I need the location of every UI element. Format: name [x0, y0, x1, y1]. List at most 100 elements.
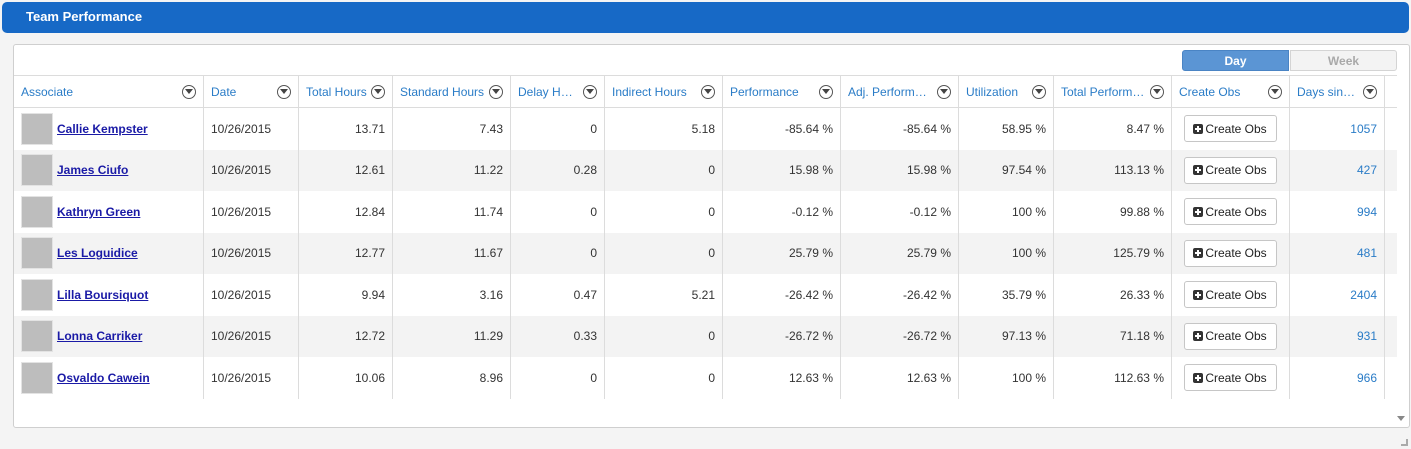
plus-icon — [1193, 123, 1204, 134]
standard-hours-cell: 8.96 — [393, 357, 511, 399]
utilization-cell: 97.54 % — [959, 149, 1054, 191]
column-header-adj-performance[interactable]: Adj. Performan… — [841, 76, 959, 107]
plus-icon — [1193, 289, 1204, 300]
column-header-label: Days sinc… — [1297, 84, 1359, 99]
associate-name-link[interactable]: Kathryn Green — [57, 204, 141, 219]
utilization-cell: 35.79 % — [959, 274, 1054, 316]
total-performance-cell: 112.63 % — [1054, 357, 1172, 399]
indirect-hours-cell: 0 — [605, 149, 723, 191]
adj-performance-cell: -26.42 % — [841, 274, 959, 316]
create-obs-button[interactable]: Create Obs — [1184, 281, 1277, 309]
associate-name-link[interactable]: James Ciufo — [57, 163, 129, 178]
create-obs-button[interactable]: Create Obs — [1184, 156, 1277, 184]
team-performance-panel: Day Week Associate Date Total Hours Standar… — [13, 44, 1410, 428]
total-performance-cell: 71.18 % — [1054, 315, 1172, 357]
indirect-hours-cell: 5.18 — [605, 108, 723, 150]
filter-icon[interactable] — [1268, 84, 1282, 99]
column-header-label: Total Hours — [306, 84, 367, 99]
create-obs-button[interactable]: Create Obs — [1184, 239, 1277, 267]
filter-icon[interactable] — [1150, 84, 1164, 99]
day-toggle-button[interactable]: Day — [1182, 50, 1289, 71]
create-obs-label: Create Obs — [1205, 329, 1267, 344]
column-header-indirect-hours[interactable]: Indirect Hours — [605, 76, 723, 107]
column-header-utilization[interactable]: Utilization — [959, 76, 1054, 107]
column-header-total-hours[interactable]: Total Hours — [299, 76, 393, 107]
associate-name-link[interactable]: Lonna Carriker — [57, 329, 143, 344]
table-row: Osvaldo Cawein 10/26/2015 10.06 8.96 0 0 12.63… — [14, 357, 1397, 399]
utilization-cell: 100 % — [959, 191, 1054, 233]
date-cell: 10/26/2015 — [204, 191, 299, 233]
associate-cell: Callie Kempster — [14, 108, 204, 150]
create-obs-button[interactable]: Create Obs — [1184, 364, 1277, 392]
associate-name-link[interactable]: Callie Kempster — [57, 121, 148, 136]
delay-hours-cell: 0 — [511, 232, 605, 274]
filter-icon[interactable] — [1363, 84, 1377, 99]
days-since-cell[interactable]: 931 — [1290, 315, 1385, 357]
adj-performance-cell: 12.63 % — [841, 357, 959, 399]
table-row: Callie Kempster 10/26/2015 13.71 7.43 0 5.18-… — [14, 108, 1397, 150]
column-header-date[interactable]: Date — [204, 76, 299, 107]
total-hours-cell: 10.06 — [299, 357, 393, 399]
create-obs-button[interactable]: Create Obs — [1184, 198, 1277, 226]
standard-hours-cell: 11.22 — [393, 149, 511, 191]
view-toggle: Day Week — [14, 45, 1409, 75]
column-header-label: Date — [211, 84, 237, 99]
date-cell: 10/26/2015 — [204, 315, 299, 357]
days-since-cell[interactable]: 481 — [1290, 232, 1385, 274]
delay-hours-cell: 0 — [511, 191, 605, 233]
days-since-cell[interactable]: 427 — [1290, 149, 1385, 191]
column-header-create-obs[interactable]: Create Obs — [1172, 76, 1290, 107]
column-header-standard-hours[interactable]: Standard Hours — [393, 76, 511, 107]
date-cell: 10/26/2015 — [204, 149, 299, 191]
performance-cell: 25.79 % — [723, 232, 841, 274]
week-toggle-button[interactable]: Week — [1290, 50, 1397, 71]
total-hours-cell: 13.71 — [299, 108, 393, 150]
performance-cell: -26.72 % — [723, 315, 841, 357]
utilization-cell: 97.13 % — [959, 315, 1054, 357]
avatar — [21, 154, 53, 187]
filter-icon[interactable] — [277, 84, 291, 99]
filter-icon[interactable] — [583, 84, 597, 99]
column-header-days-since[interactable]: Days sinc… — [1290, 76, 1385, 107]
plus-icon — [1193, 206, 1204, 217]
resize-grip-icon[interactable] — [1401, 439, 1408, 446]
filter-icon[interactable] — [182, 84, 196, 99]
column-header-total-performance[interactable]: Total Performa… — [1054, 76, 1172, 107]
total-hours-cell: 12.61 — [299, 149, 393, 191]
performance-grid: Associate Date Total Hours Standard Hours De… — [14, 75, 1397, 399]
avatar — [21, 278, 53, 311]
associate-name-link[interactable]: Les Loguidice — [57, 246, 138, 261]
create-obs-button[interactable]: Create Obs — [1184, 115, 1277, 143]
filter-icon[interactable] — [1032, 84, 1046, 99]
associate-name-link[interactable]: Lilla Boursiquot — [57, 287, 149, 302]
column-header-performance[interactable]: Performance — [723, 76, 841, 107]
filter-icon[interactable] — [489, 84, 503, 99]
date-cell: 10/26/2015 — [204, 232, 299, 274]
date-cell: 10/26/2015 — [204, 108, 299, 150]
days-since-cell[interactable]: 994 — [1290, 191, 1385, 233]
filter-icon[interactable] — [819, 84, 833, 99]
create-obs-label: Create Obs — [1205, 121, 1267, 136]
performance-cell: -26.42 % — [723, 274, 841, 316]
days-since-cell[interactable]: 2404 — [1290, 274, 1385, 316]
create-obs-label: Create Obs — [1205, 246, 1267, 261]
column-header-associate[interactable]: Associate — [14, 76, 204, 107]
indirect-hours-cell: 0 — [605, 232, 723, 274]
delay-hours-cell: 0 — [511, 357, 605, 399]
days-since-cell[interactable]: 1057 — [1290, 108, 1385, 150]
column-header-label: Total Performa… — [1061, 84, 1146, 99]
utilization-cell: 58.95 % — [959, 108, 1054, 150]
create-obs-button[interactable]: Create Obs — [1184, 322, 1277, 350]
filter-icon[interactable] — [371, 84, 385, 99]
associate-name-link[interactable]: Osvaldo Cawein — [57, 370, 150, 385]
filter-icon[interactable] — [701, 84, 715, 99]
column-header-label: Associate — [21, 84, 74, 99]
standard-hours-cell: 3.16 — [393, 274, 511, 316]
column-header-delay-hours[interactable]: Delay Hours — [511, 76, 605, 107]
scroll-down-arrow-icon[interactable] — [1397, 416, 1405, 421]
days-since-cell[interactable]: 966 — [1290, 357, 1385, 399]
filter-icon[interactable] — [937, 84, 951, 99]
standard-hours-cell: 11.29 — [393, 315, 511, 357]
table-row: Lilla Boursiquot 10/26/2015 9.94 3.16 0.47 5.… — [14, 274, 1397, 316]
associate-cell: Les Loguidice — [14, 232, 204, 274]
